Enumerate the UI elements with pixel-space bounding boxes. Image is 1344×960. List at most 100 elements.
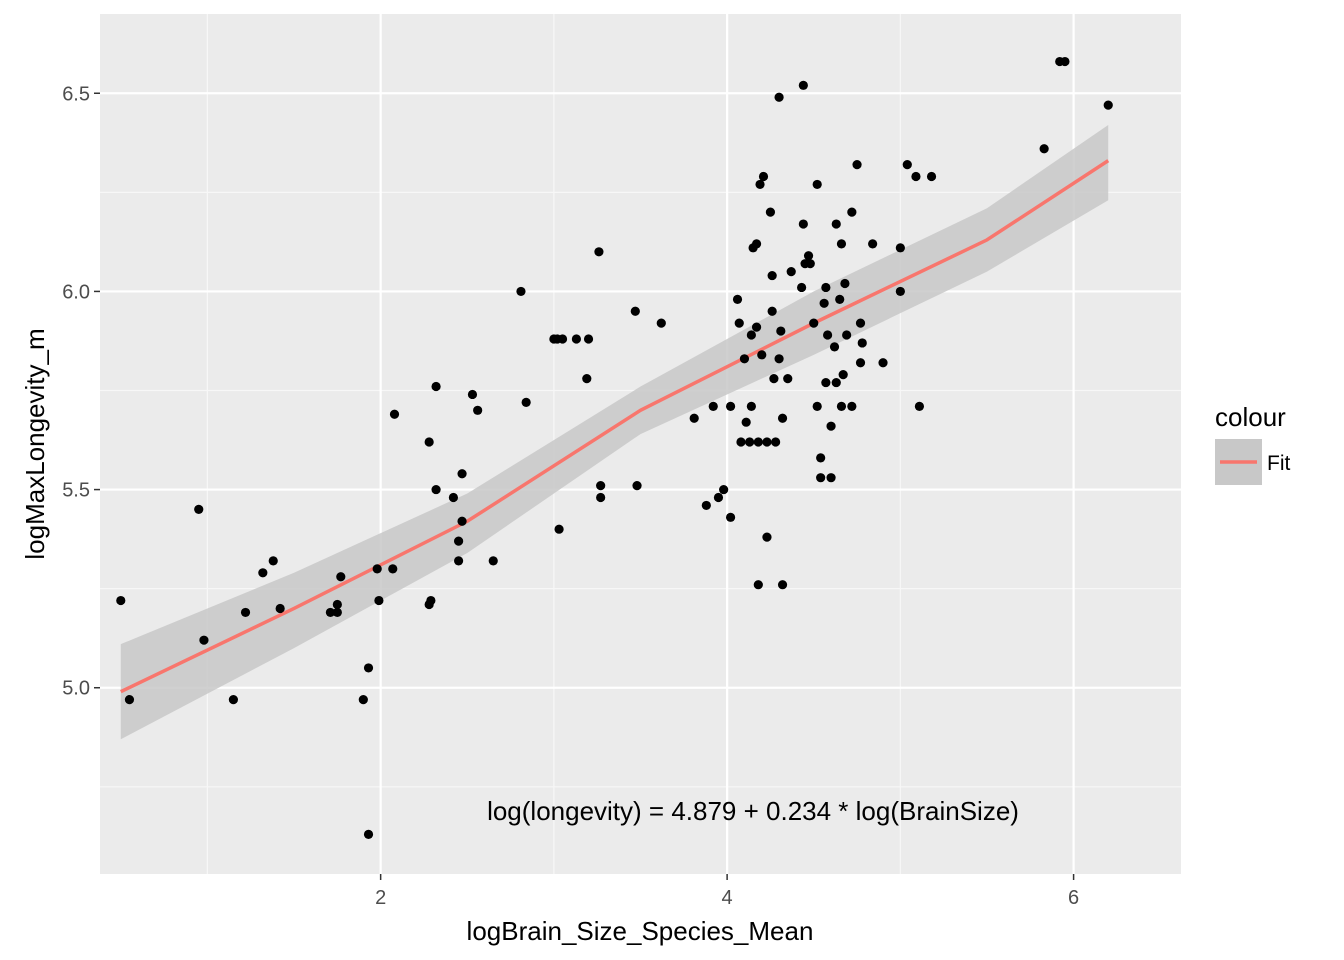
fit-line	[120, 159, 1110, 694]
data-point	[363, 829, 374, 839]
data-point	[596, 481, 606, 491]
data-point	[116, 595, 126, 606]
data-point	[774, 92, 784, 102]
data-point	[758, 171, 769, 182]
data-point	[776, 326, 786, 336]
data-point	[1103, 100, 1113, 110]
data-point	[821, 282, 831, 293]
data-point	[467, 389, 478, 400]
data-point	[751, 322, 762, 332]
data-point	[765, 207, 776, 217]
data-point	[895, 243, 905, 253]
data-point	[852, 159, 862, 170]
data-point	[431, 484, 441, 495]
data-point	[831, 219, 841, 229]
data-point	[767, 306, 777, 316]
data-point	[767, 270, 777, 281]
data-point	[240, 607, 251, 618]
data-point	[809, 318, 819, 328]
confidence-band	[120, 124, 1109, 740]
data-point	[831, 377, 841, 388]
data-point	[596, 492, 606, 503]
data-point	[774, 354, 784, 364]
data-point	[725, 401, 736, 411]
equation-annotation: log(longevity) = 4.879 + 0.234 * log(Bra…	[487, 796, 1019, 826]
data-point	[826, 473, 836, 483]
legend: colour Fit	[1215, 402, 1290, 485]
data-point	[895, 286, 905, 297]
data-point	[753, 580, 763, 590]
data-point	[582, 374, 592, 384]
data-point	[783, 374, 793, 384]
data-point	[745, 437, 755, 447]
data-point	[803, 251, 814, 261]
data-point	[771, 437, 781, 447]
data-point	[777, 413, 788, 423]
data-point	[878, 358, 888, 368]
x-tick-label: 4	[722, 887, 733, 909]
data-point	[594, 247, 604, 257]
data-point	[732, 294, 743, 304]
data-point	[902, 159, 912, 170]
data-point	[816, 473, 826, 483]
data-point	[325, 607, 336, 618]
data-point	[757, 350, 767, 360]
data-point	[753, 437, 763, 447]
x-tick-label: 6	[1068, 887, 1079, 909]
data-point	[454, 556, 464, 566]
data-point	[258, 568, 268, 578]
data-point	[571, 334, 582, 344]
data-point	[372, 564, 382, 574]
data-point	[746, 330, 756, 340]
y-tick-label: 6.5	[62, 83, 90, 105]
data-point	[431, 381, 441, 392]
x-axis-title: logBrain_Size_Species_Mean	[467, 916, 814, 946]
legend-title: colour	[1215, 402, 1286, 432]
data-point	[1060, 56, 1070, 67]
x-axis: 2 4 6	[375, 874, 1079, 909]
data-point	[194, 504, 204, 514]
data-point	[914, 401, 925, 411]
y-tick-label: 5.5	[62, 480, 90, 502]
data-point	[424, 437, 434, 447]
data-point	[786, 267, 796, 277]
data-point	[557, 334, 568, 344]
data-point	[336, 572, 346, 582]
data-point	[805, 259, 815, 269]
data-point	[426, 595, 436, 606]
data-point	[812, 179, 822, 190]
data-point	[857, 338, 867, 348]
data-point	[868, 239, 878, 249]
data-point	[713, 492, 724, 503]
data-point	[835, 294, 845, 304]
data-point	[457, 516, 467, 526]
data-point	[473, 405, 483, 415]
data-point	[836, 401, 847, 411]
data-point	[363, 663, 374, 673]
data-point	[847, 207, 857, 217]
data-point	[911, 171, 921, 182]
legend-label-fit: Fit	[1267, 452, 1290, 475]
data-point	[656, 318, 666, 328]
y-tick-label: 5.0	[62, 678, 90, 700]
data-point	[819, 298, 829, 308]
data-point	[708, 401, 718, 411]
data-point	[488, 556, 498, 566]
data-point	[746, 401, 756, 411]
data-point	[777, 580, 788, 590]
data-point	[632, 481, 642, 491]
data-point	[388, 564, 398, 574]
data-point	[741, 417, 751, 427]
data-point	[521, 397, 531, 407]
data-point	[751, 239, 762, 249]
data-point	[725, 512, 736, 522]
data-point	[755, 179, 765, 190]
y-tick-label: 6.0	[62, 281, 90, 303]
data-point	[1039, 144, 1049, 154]
data-point	[769, 374, 779, 384]
data-point	[762, 437, 772, 447]
data-point	[554, 524, 564, 534]
data-point	[822, 330, 833, 340]
data-point	[583, 334, 594, 344]
